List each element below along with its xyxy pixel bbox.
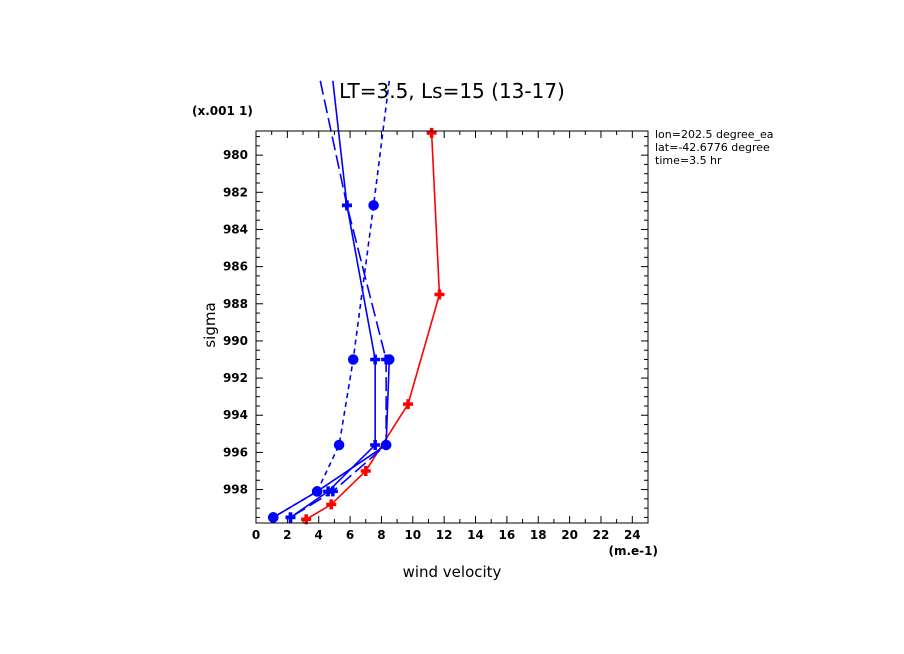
data-point <box>434 289 445 300</box>
x-tick-label: 18 <box>530 528 547 542</box>
data-point <box>426 127 437 138</box>
chart-title: LT=3.5, Ls=15 (13-17) <box>339 79 565 103</box>
x-tick-label: 8 <box>377 528 385 542</box>
x-tick-label: 14 <box>467 528 484 542</box>
data-point <box>360 465 371 476</box>
series-0 <box>301 127 445 525</box>
x-tick-label: 22 <box>593 528 610 542</box>
y-tick-label: 994 <box>223 408 248 422</box>
x-tick-label: 20 <box>561 528 578 542</box>
series-line <box>290 80 376 519</box>
annotation-lon: lon=202.5 degree_ea <box>655 128 774 141</box>
x-tick-label: 10 <box>404 528 421 542</box>
data-point <box>380 439 392 451</box>
x-tick-label: 0 <box>252 528 260 542</box>
y-tick-label: 992 <box>223 371 248 385</box>
data-point <box>370 439 381 450</box>
y-tick-label: 998 <box>223 483 248 497</box>
data-point <box>267 512 279 523</box>
x-tick-label: 6 <box>346 528 354 542</box>
x-tick-label: 4 <box>315 528 323 542</box>
series-4 <box>267 80 391 523</box>
y-unit-label: (x.001 1) <box>192 104 253 118</box>
y-tick-label: 984 <box>223 222 248 236</box>
x-tick-label: 16 <box>499 528 516 542</box>
plot-frame <box>255 130 649 524</box>
x-tick-label: 12 <box>436 528 453 542</box>
series-line <box>290 80 387 519</box>
y-tick-label: 986 <box>223 260 248 274</box>
y-tick-label: 990 <box>223 334 248 348</box>
data-point <box>347 354 359 365</box>
data-point <box>341 200 352 211</box>
data-point <box>311 486 323 497</box>
series-line <box>272 80 391 519</box>
y-tick-label: 996 <box>223 445 248 459</box>
annotation-lat: lat=-42.6776 degree <box>655 141 770 154</box>
data-point <box>326 499 337 510</box>
x-tick-label: 24 <box>624 528 641 542</box>
annotation-time: time=3.5 hr <box>655 154 722 167</box>
series-line <box>305 132 441 520</box>
data-point <box>285 512 296 523</box>
x-axis-label: wind velocity <box>403 563 502 581</box>
series-layer <box>267 80 445 525</box>
data-point <box>327 486 338 497</box>
data-point <box>403 399 414 410</box>
data-point <box>370 354 381 365</box>
y-tick-label: 982 <box>223 185 248 199</box>
data-point <box>384 354 395 365</box>
y-tick-label: 988 <box>223 297 248 311</box>
data-point <box>368 200 379 211</box>
data-point <box>333 439 345 451</box>
x-tick-label: 2 <box>283 528 291 542</box>
y-tick-label: 980 <box>223 148 248 162</box>
axis-ticks: 0 2 4 6 8 10 12 14 16 18 20 22 249809829849869889909… <box>223 131 649 542</box>
x-unit-label: (m.e-1) <box>609 544 659 558</box>
series-1 <box>285 80 381 523</box>
y-axis-label: sigma <box>201 302 219 347</box>
